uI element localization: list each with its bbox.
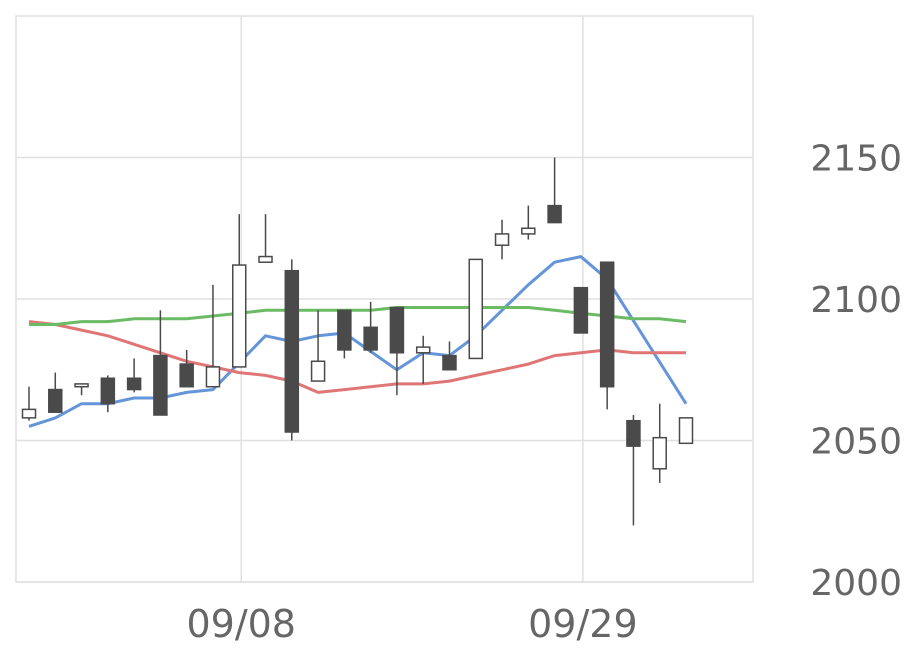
candle	[179, 349, 194, 388]
candle-body-bearish	[284, 269, 300, 433]
candle-body-bearish	[599, 261, 615, 388]
candle	[494, 219, 510, 260]
candle	[100, 375, 116, 413]
candle-body-bearish	[442, 354, 457, 371]
candle-body-bearish	[389, 306, 405, 354]
candle	[337, 309, 352, 359]
y-tick-label: 2050	[810, 422, 902, 463]
candle	[48, 372, 63, 413]
candle	[599, 261, 615, 410]
candle-body-bearish	[547, 204, 562, 224]
x-axis-ticks: 09/08 09/29	[186, 602, 637, 646]
candle-body-bullish	[521, 227, 536, 235]
candle-layer	[21, 157, 694, 526]
candle	[521, 205, 536, 240]
candle-body-bullish	[310, 360, 326, 382]
candle	[363, 301, 378, 353]
candle-body-bullish	[494, 233, 510, 246]
candle-body-bullish	[231, 264, 247, 368]
candle-body-bearish	[179, 363, 194, 388]
candle	[415, 335, 431, 384]
y-tick-label: 2100	[810, 280, 902, 321]
candle-body-bullish	[468, 258, 484, 360]
candle	[258, 214, 273, 263]
x-tick-label: 09/29	[528, 602, 638, 646]
moving-average-layer	[28, 255, 688, 428]
candle	[547, 157, 562, 224]
y-tick-label: 2000	[810, 563, 902, 604]
candle-body-bearish	[337, 309, 352, 351]
candle-body-bearish	[363, 326, 378, 351]
candle	[126, 358, 142, 393]
candle-body-bearish	[153, 354, 168, 416]
candle	[468, 258, 484, 360]
candle-body-bearish	[126, 377, 142, 391]
candle	[205, 284, 221, 388]
candle-body-bullish	[678, 417, 694, 445]
candle	[389, 306, 405, 396]
candle-body-bullish	[415, 346, 431, 354]
y-tick-label: 2150	[810, 139, 902, 180]
moving-average-line-1	[28, 255, 688, 428]
candle-body-bullish	[205, 366, 221, 388]
candle	[626, 415, 641, 526]
candle	[284, 259, 300, 441]
candle	[21, 386, 37, 421]
candle-body-bullish	[21, 408, 37, 419]
candle-body-bullish	[652, 436, 667, 470]
candle	[573, 286, 589, 334]
candle	[442, 341, 457, 371]
candle	[678, 417, 694, 445]
candle-body-bearish	[626, 419, 641, 447]
grid-layer	[15, 15, 754, 583]
candle-body-bullish	[258, 255, 273, 263]
x-tick-label: 09/08	[186, 602, 296, 646]
candle-body-bearish	[48, 388, 63, 413]
candle-body-bullish	[74, 383, 89, 388]
candle-body-bearish	[573, 286, 589, 334]
candle	[310, 310, 326, 382]
candle	[652, 403, 667, 483]
candle	[74, 383, 89, 396]
candle	[153, 310, 168, 416]
candle-body-bearish	[100, 377, 116, 405]
candle	[231, 214, 247, 368]
y-axis-ticks: 2000 2050 2100 2150	[810, 139, 902, 605]
moving-average-line-2	[28, 320, 686, 394]
